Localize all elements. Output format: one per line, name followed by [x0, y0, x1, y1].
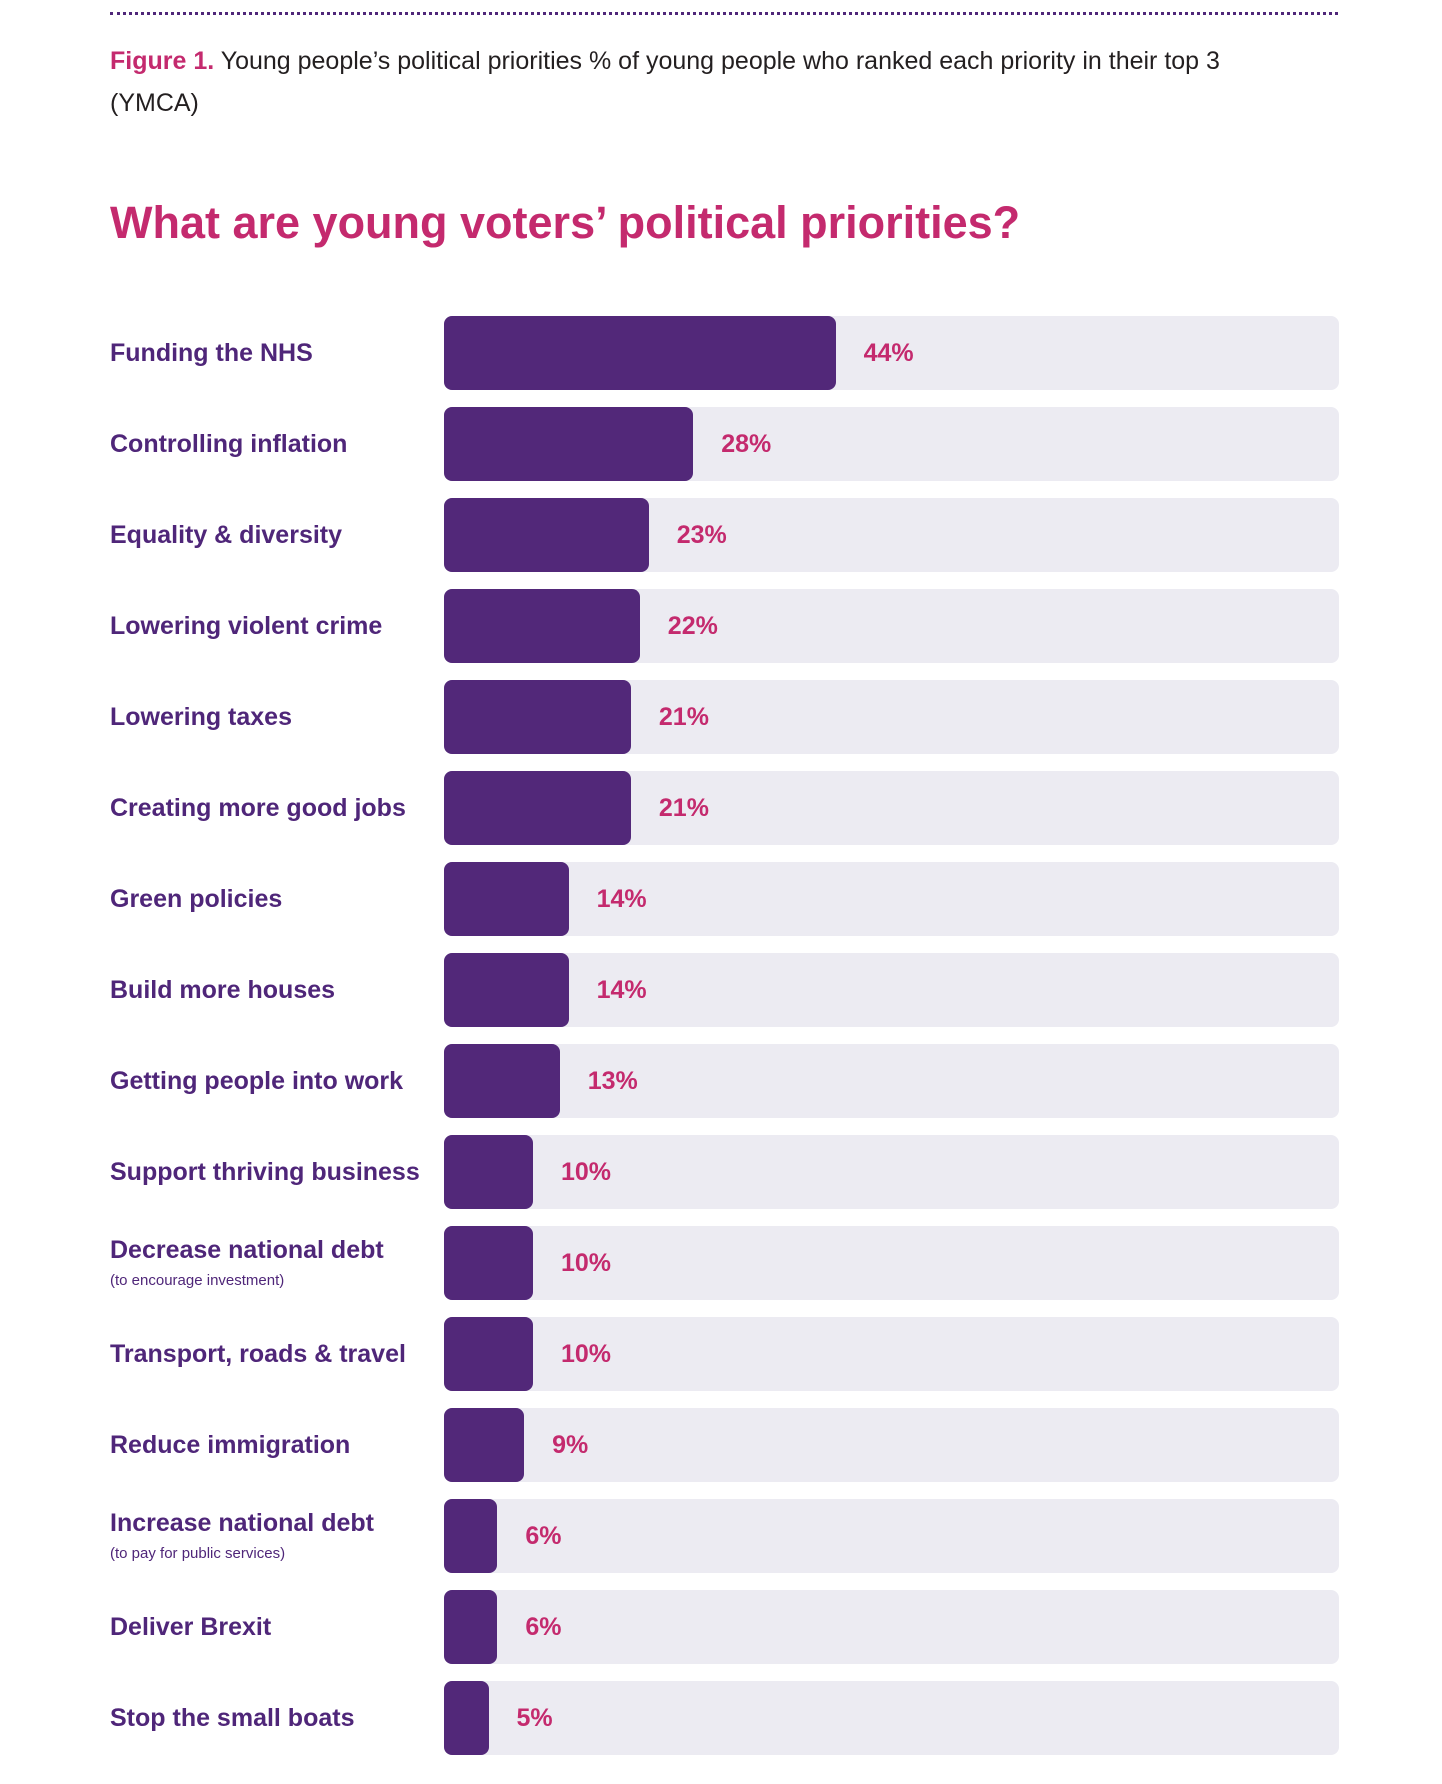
- category-label-text: Transport, roads & travel: [110, 1340, 406, 1368]
- data-label: 10%: [561, 1340, 612, 1368]
- bar-row: Controlling inflation 28%: [0, 407, 1442, 481]
- data-label: 23%: [676, 521, 727, 549]
- data-label: 22%: [667, 612, 718, 640]
- bar: [444, 1135, 533, 1209]
- bar-row: Deliver Brexit 6%: [0, 1590, 1442, 1664]
- category-label: Support thriving business: [110, 1135, 440, 1209]
- chart-title: What are young voters’ political priorit…: [110, 197, 1021, 248]
- bar-track: [444, 1408, 1339, 1482]
- category-label: Green policies: [110, 862, 440, 936]
- category-label: Transport, roads & travel: [110, 1317, 440, 1391]
- category-label-text: Increase national debt: [110, 1509, 374, 1537]
- data-label: 13%: [587, 1067, 638, 1095]
- bar-row: Decrease national debt (to encourage inve…: [0, 1226, 1442, 1300]
- dotted-divider: [110, 12, 1338, 15]
- category-label-text: Reduce immigration: [110, 1431, 351, 1459]
- data-label: 21%: [658, 794, 709, 822]
- bar-track: [444, 1135, 1339, 1209]
- bar-row: Creating more good jobs 21%: [0, 771, 1442, 845]
- bar: [444, 498, 649, 572]
- category-label-text: Controlling inflation: [110, 430, 348, 458]
- category-label: Controlling inflation: [110, 407, 440, 481]
- bar: [444, 1681, 489, 1755]
- figure-label: Figure 1.: [110, 47, 215, 75]
- category-label-text: Deliver Brexit: [110, 1613, 272, 1641]
- category-label-text: Creating more good jobs: [110, 794, 406, 822]
- category-label-text: Equality & diversity: [110, 521, 343, 549]
- bar: [444, 407, 694, 481]
- category-label-text: Support thriving business: [110, 1158, 420, 1186]
- category-label: Stop the small boats: [110, 1681, 440, 1755]
- figure-caption: Figure 1. Young people’s political prior…: [110, 40, 1290, 124]
- category-sublabel: (to pay for public services): [110, 1545, 286, 1562]
- category-label-text: Green policies: [110, 885, 283, 913]
- data-label: 44%: [863, 339, 914, 367]
- bar-track: [444, 862, 1339, 936]
- data-label: 10%: [561, 1249, 612, 1277]
- bar: [444, 589, 640, 663]
- data-label: 9%: [552, 1431, 589, 1459]
- data-label: 14%: [596, 885, 647, 913]
- category-label-text: Lowering violent crime: [110, 612, 383, 640]
- data-label: 5%: [516, 1704, 553, 1732]
- bar: [444, 1226, 533, 1300]
- category-label: Funding the NHS: [110, 316, 440, 390]
- category-label: Deliver Brexit: [110, 1590, 440, 1664]
- bar-track: [444, 1499, 1339, 1573]
- bar-row: Equality & diversity 23%: [0, 498, 1442, 572]
- category-label-text: Getting people into work: [110, 1067, 404, 1095]
- bar-track: [444, 1044, 1339, 1118]
- bar: [444, 1499, 498, 1573]
- bar-row: Lowering violent crime 22%: [0, 589, 1442, 663]
- bar-track: [444, 1590, 1339, 1664]
- bar: [444, 1590, 498, 1664]
- data-label: 6%: [525, 1522, 562, 1550]
- bar: [444, 316, 836, 390]
- bar-row: Support thriving business 10%: [0, 1135, 1442, 1209]
- category-label: Creating more good jobs: [110, 771, 440, 845]
- bar: [444, 953, 569, 1027]
- category-label: Getting people into work: [110, 1044, 440, 1118]
- bar: [444, 1317, 533, 1391]
- bar-track: [444, 1226, 1339, 1300]
- data-label: 21%: [658, 703, 709, 731]
- category-label-text: Lowering taxes: [110, 703, 292, 731]
- data-label: 28%: [721, 430, 772, 458]
- category-label: Reduce immigration: [110, 1408, 440, 1482]
- bar-row: Reduce immigration 9%: [0, 1408, 1442, 1482]
- category-label: Increase national debt (to pay for public…: [110, 1499, 440, 1573]
- bar-row: Stop the small boats 5%: [0, 1681, 1442, 1755]
- category-label-text: Build more houses: [110, 976, 336, 1004]
- bar-row: Build more houses 14%: [0, 953, 1442, 1027]
- category-label: Lowering violent crime: [110, 589, 440, 663]
- bar: [444, 680, 631, 754]
- data-label: 10%: [561, 1158, 612, 1186]
- bar-row: Funding the NHS 44%: [0, 316, 1442, 390]
- bar-row: Transport, roads & travel 10%: [0, 1317, 1442, 1391]
- bar: [444, 1044, 560, 1118]
- bar-track: [444, 953, 1339, 1027]
- category-label: Lowering taxes: [110, 680, 440, 754]
- bar: [444, 771, 631, 845]
- category-label-text: Funding the NHS: [110, 339, 313, 367]
- figure-caption-text: Young people’s political priorities % of…: [110, 47, 1220, 117]
- category-label: Build more houses: [110, 953, 440, 1027]
- data-label: 14%: [596, 976, 647, 1004]
- bar-row: Green policies 14%: [0, 862, 1442, 936]
- bar-track: [444, 1681, 1339, 1755]
- bar-row: Lowering taxes 21%: [0, 680, 1442, 754]
- category-sublabel: (to encourage investment): [110, 1272, 285, 1289]
- bar-row: Increase national debt (to pay for public…: [0, 1499, 1442, 1573]
- category-label-text: Stop the small boats: [110, 1704, 355, 1732]
- bar: [444, 862, 569, 936]
- data-label: 6%: [525, 1613, 562, 1641]
- category-label: Decrease national debt (to encourage inve…: [110, 1226, 440, 1300]
- category-label-text: Decrease national debt: [110, 1236, 384, 1264]
- bar: [444, 1408, 525, 1482]
- category-label: Equality & diversity: [110, 498, 440, 572]
- bar-track: [444, 1317, 1339, 1391]
- bar-row: Getting people into work 13%: [0, 1044, 1442, 1118]
